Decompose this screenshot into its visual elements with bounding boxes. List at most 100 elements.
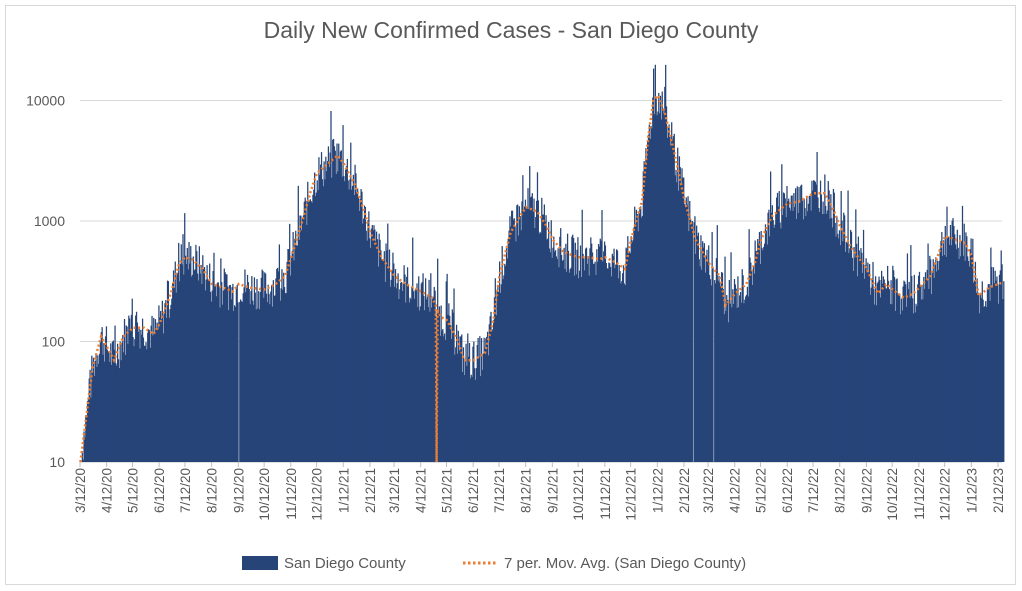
bar (246, 287, 248, 462)
bar (413, 298, 416, 462)
bar (608, 262, 610, 462)
bar (656, 115, 658, 463)
bar (444, 339, 447, 462)
bar (916, 305, 918, 462)
bar (408, 302, 410, 462)
bar (375, 241, 377, 462)
bar (517, 235, 520, 462)
bar (674, 175, 676, 462)
bar (186, 248, 188, 462)
bar (234, 305, 236, 462)
bar (471, 376, 473, 462)
bar (689, 200, 691, 463)
bar (163, 313, 165, 462)
bar (201, 284, 203, 462)
bar (610, 276, 613, 462)
bar (621, 281, 623, 462)
bar (242, 293, 244, 462)
bar (589, 248, 591, 462)
bar (295, 245, 298, 462)
bar (609, 266, 612, 462)
bar (88, 378, 90, 462)
bar (443, 333, 446, 462)
bar (622, 273, 624, 462)
bar (250, 291, 252, 462)
bar (816, 151, 818, 463)
bar (991, 267, 993, 462)
bar (199, 273, 201, 462)
bar (712, 267, 714, 462)
bar (772, 220, 774, 462)
bar (511, 210, 514, 462)
bar (856, 243, 858, 462)
bar (1001, 264, 1003, 462)
bar (507, 238, 509, 462)
bar (881, 283, 884, 462)
bar (842, 241, 844, 462)
bar (743, 303, 745, 462)
x-tick-label: 9/12/20 (231, 468, 246, 513)
bar (681, 168, 683, 462)
bar (670, 145, 672, 463)
bar (180, 244, 182, 462)
bar (618, 265, 620, 462)
bar (175, 292, 177, 462)
bar (763, 246, 765, 462)
bar (108, 352, 110, 462)
bar (117, 359, 120, 462)
bar (967, 260, 970, 462)
bar (669, 135, 671, 462)
bar (500, 284, 502, 462)
bar (135, 315, 137, 462)
bar (294, 238, 296, 462)
bar (227, 310, 230, 462)
bar (347, 180, 349, 462)
bar (169, 309, 171, 462)
bar (82, 459, 84, 462)
bar (765, 230, 767, 462)
bar (516, 205, 518, 462)
bar (780, 228, 782, 462)
bar (303, 201, 305, 463)
bar (766, 244, 768, 462)
bar (794, 188, 797, 462)
bar (868, 272, 870, 462)
bar (862, 229, 865, 462)
bar (503, 275, 505, 462)
bar (616, 250, 619, 462)
bar (555, 256, 558, 462)
bar (878, 276, 880, 462)
bar (203, 267, 206, 462)
bar (671, 122, 673, 462)
chart-frame (5, 5, 1016, 585)
bar (554, 251, 556, 462)
bar (683, 177, 685, 462)
bar (412, 291, 415, 462)
bar (283, 287, 286, 462)
bar (726, 295, 728, 462)
bar (879, 280, 881, 462)
bar (893, 270, 895, 462)
bar (892, 265, 894, 462)
bar (383, 251, 385, 462)
bar (650, 125, 652, 463)
bar (351, 189, 353, 462)
bar (857, 236, 860, 462)
bar (568, 272, 570, 462)
bar (524, 199, 527, 463)
bar (127, 343, 129, 462)
bar (726, 300, 729, 462)
bar (899, 294, 901, 462)
bar (813, 180, 816, 463)
bar (116, 365, 118, 462)
bar (998, 274, 1001, 462)
bar (862, 272, 864, 462)
bar (930, 294, 933, 462)
bar (964, 260, 966, 462)
bar (924, 288, 926, 462)
bar (603, 241, 606, 462)
bar (311, 202, 313, 462)
bar (335, 173, 337, 463)
x-tick-label: 9/12/21 (545, 468, 560, 513)
bar (973, 280, 976, 462)
